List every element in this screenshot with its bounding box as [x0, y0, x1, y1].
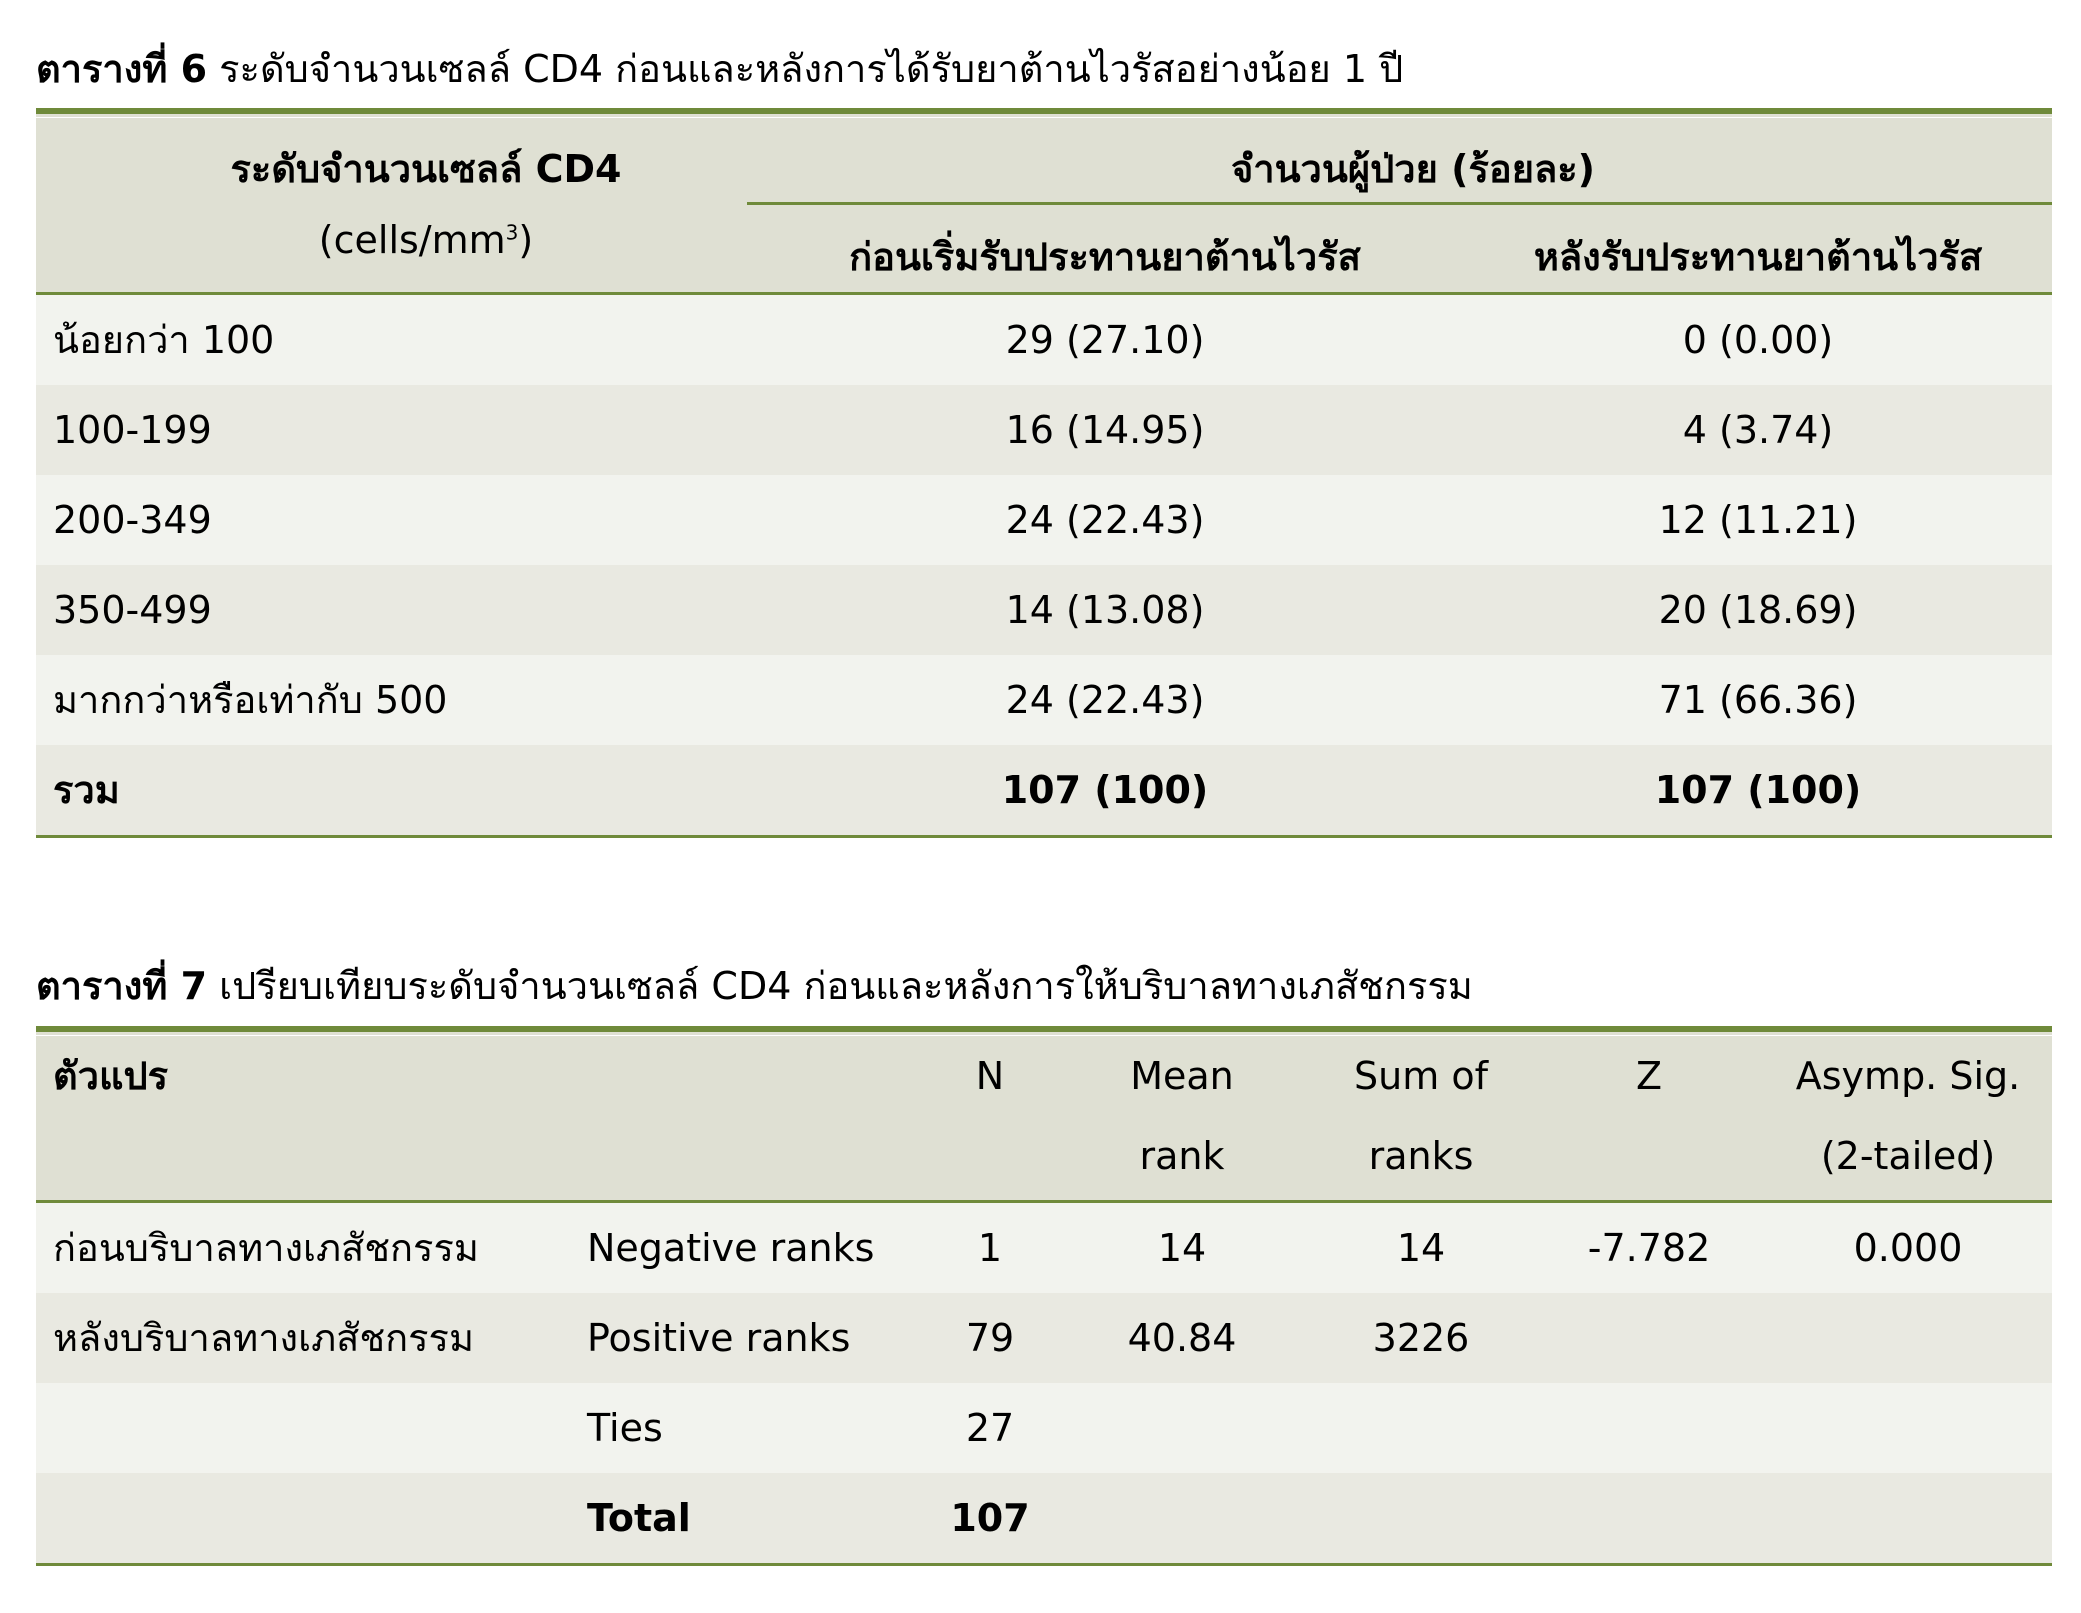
- cell-sig: 0.000: [1853, 1226, 1963, 1270]
- table6: ระดับจำนวนเซลล์ CD4 (cells/mm3) จำนวนผู้…: [36, 108, 2052, 841]
- cell-after: 0 (0.00): [1682, 318, 1834, 362]
- cell-level: 100-199: [53, 408, 212, 452]
- cell-sum-ranks: 3226: [1372, 1316, 1470, 1360]
- header-divider: [747, 202, 2052, 205]
- header-before: ก่อนเริ่มรับประทานยาต้านไวรัส: [849, 235, 1361, 279]
- cell-level: มากกว่าหรือเท่ากับ 500: [53, 678, 448, 722]
- header-sig-2: (2-tailed): [1820, 1134, 1996, 1178]
- cell-level: 350-499: [53, 588, 212, 632]
- cell-after: 20 (18.69): [1658, 588, 1858, 632]
- cell-mean-rank: 14: [1157, 1226, 1207, 1270]
- cell-after: 107 (100): [1654, 768, 1862, 812]
- table7-header: ตัวแปร N Mean rank Sum of ranks Z Asymp.…: [36, 1036, 2052, 1202]
- cell-n: 107: [950, 1496, 1030, 1540]
- header-sig-1: Asymp. Sig.: [1795, 1054, 2021, 1098]
- table-row-total: Total 107: [36, 1473, 2052, 1563]
- cell-type: Negative ranks: [587, 1226, 875, 1270]
- cell-after: 71 (66.36): [1658, 678, 1858, 722]
- header-n: N: [975, 1054, 1005, 1098]
- header-patient-count: จำนวนผู้ป่วย (ร้อยละ): [1230, 147, 1596, 191]
- cell-variable: ก่อนบริบาลทางเภสัชกรรม: [53, 1226, 479, 1270]
- header-mean-rank-2: rank: [1139, 1134, 1225, 1178]
- table7: ตัวแปร N Mean rank Sum of ranks Z Asymp.…: [36, 1026, 2052, 1566]
- cell-sum-ranks: 14: [1396, 1226, 1446, 1270]
- cell-level: น้อยกว่า 100: [53, 318, 275, 362]
- cell-n: 1: [977, 1226, 1003, 1270]
- table6-caption: ตารางที่ 6 ระดับจำนวนเซลล์ CD4 ก่อนและหล…: [36, 38, 1403, 99]
- header-sum-ranks-1: Sum of: [1354, 1054, 1488, 1098]
- table6-caption-text: ระดับจำนวนเซลล์ CD4 ก่อนและหลังการได้รับ…: [219, 47, 1404, 91]
- table6-header: ระดับจำนวนเซลล์ CD4 (cells/mm3) จำนวนผู้…: [36, 118, 2052, 295]
- table6-label: ตารางที่ 6: [36, 47, 208, 91]
- header-sum-ranks-2: ranks: [1368, 1134, 1474, 1178]
- cell-type: Total: [587, 1496, 691, 1540]
- cell-after: 12 (11.21): [1658, 498, 1858, 542]
- cell-type: Positive ranks: [587, 1316, 851, 1360]
- table-row: 350-499 14 (13.08) 20 (18.69): [36, 565, 2052, 655]
- cell-variable: หลังบริบาลทางเภสัชกรรม: [53, 1316, 475, 1360]
- cell-before: 14 (13.08): [1005, 588, 1205, 632]
- cell-before: 24 (22.43): [1005, 678, 1205, 722]
- header-z: Z: [1635, 1054, 1663, 1098]
- table7-caption: ตารางที่ 7 เปรียบเทียบระดับจำนวนเซลล์ CD…: [36, 955, 1473, 1016]
- cell-before: 29 (27.10): [1005, 318, 1205, 362]
- cell-n: 79: [965, 1316, 1015, 1360]
- cell-type: Ties: [587, 1406, 663, 1450]
- header-cd4-level: ระดับจำนวนเซลล์ CD4: [230, 147, 622, 191]
- table-row: 100-199 16 (14.95) 4 (3.74): [36, 385, 2052, 475]
- cell-before: 16 (14.95): [1005, 408, 1205, 452]
- cell-mean-rank: 40.84: [1127, 1316, 1237, 1360]
- header-after: หลังรับประทานยาต้านไวรัส: [1533, 235, 1983, 279]
- header-cd4-unit: (cells/mm3): [318, 218, 534, 262]
- table-row: Ties 27: [36, 1383, 2052, 1473]
- header-mean-rank-1: Mean: [1130, 1054, 1234, 1098]
- header-variable: ตัวแปร: [53, 1054, 169, 1098]
- table-row: น้อยกว่า 100 29 (27.10) 0 (0.00): [36, 295, 2052, 385]
- cell-n: 27: [965, 1406, 1015, 1450]
- cell-level: รวม: [53, 768, 120, 812]
- table7-caption-text: เปรียบเทียบระดับจำนวนเซลล์ CD4 ก่อนและหล…: [219, 964, 1473, 1008]
- table-row: 200-349 24 (22.43) 12 (11.21): [36, 475, 2052, 565]
- cell-z: -7.782: [1587, 1226, 1711, 1270]
- cell-before: 24 (22.43): [1005, 498, 1205, 542]
- cell-level: 200-349: [53, 498, 212, 542]
- table-row: หลังบริบาลทางเภสัชกรรม Positive ranks 79…: [36, 1293, 2052, 1383]
- table-row: มากกว่าหรือเท่ากับ 500 24 (22.43) 71 (66…: [36, 655, 2052, 745]
- table-row-total: รวม 107 (100) 107 (100): [36, 745, 2052, 835]
- cell-after: 4 (3.74): [1682, 408, 1834, 452]
- table7-label: ตารางที่ 7: [36, 964, 208, 1008]
- cell-before: 107 (100): [1001, 768, 1209, 812]
- table-row: ก่อนบริบาลทางเภสัชกรรม Negative ranks 1 …: [36, 1203, 2052, 1293]
